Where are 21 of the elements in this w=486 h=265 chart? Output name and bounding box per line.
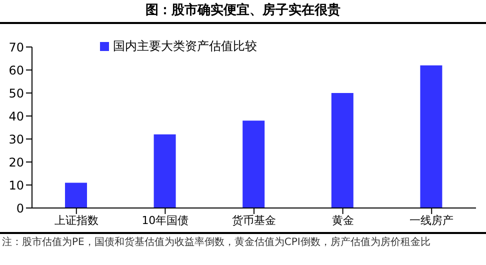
bar — [331, 93, 354, 208]
y-tick-label: 30 — [8, 132, 24, 146]
legend-label: 国内主要大类资产估值比较 — [113, 39, 257, 53]
y-tick-label: 0 — [16, 201, 24, 216]
y-tick-label: 40 — [8, 109, 24, 124]
y-tick-label: 50 — [8, 86, 24, 100]
x-tick-label: 货币基金 — [232, 214, 276, 227]
text: 注：股市估值为PE，国债和货基估值为收益率倒数，黄金估值为CPI倒数，房产估值为房价租金比 — [2, 236, 432, 249]
x-tick-label: 上证指数 — [54, 214, 98, 227]
y-tick-label: 10 — [8, 178, 24, 192]
bar — [420, 65, 442, 208]
y-tick-label: 70 — [8, 40, 24, 54]
bar — [154, 134, 176, 208]
x-tick-label: 一线房产 — [410, 214, 454, 227]
bar — [65, 182, 87, 208]
x-tick-label: 10年国债 — [142, 214, 189, 227]
y-tick-label: 20 — [8, 155, 24, 170]
y-tick-label: 60 — [8, 63, 24, 78]
bar — [242, 120, 265, 208]
x-tick-label: 黄金 — [332, 214, 354, 227]
chart-title: 图：股市确实便宜、房子实在很贵 — [0, 0, 486, 24]
